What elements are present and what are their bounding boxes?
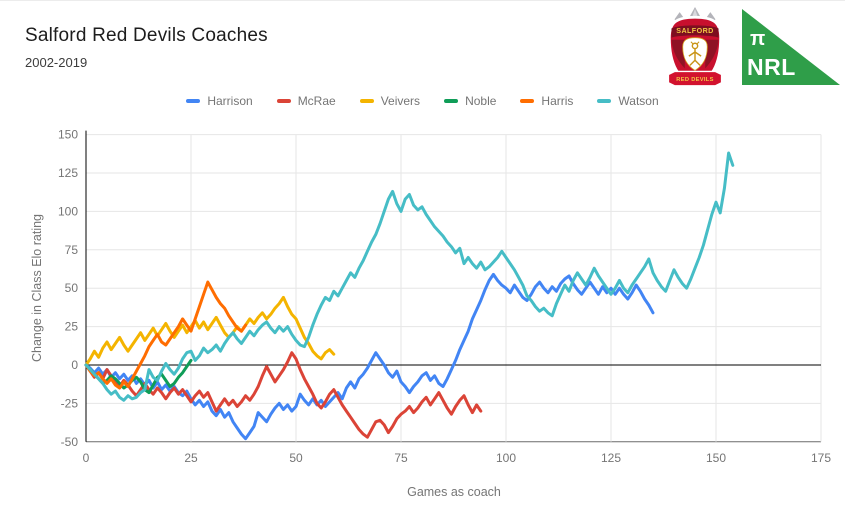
- legend-label: Harris: [541, 94, 574, 108]
- legend-item-harris: Harris: [520, 94, 573, 108]
- chart-series: [84, 151, 735, 441]
- series-line-harrison: [84, 272, 655, 441]
- legend-item-noble: Noble: [444, 94, 496, 108]
- y-tick-label: 125: [58, 166, 78, 180]
- y-tick-label: -25: [61, 396, 79, 410]
- nrl-triangle: [742, 9, 840, 85]
- x-tick-label: 100: [496, 451, 516, 465]
- x-tick-label: 50: [289, 451, 303, 465]
- legend-label: Harrison: [207, 94, 253, 108]
- x-axis-title: Games as coach: [407, 485, 501, 499]
- legend-label: Veivers: [380, 94, 421, 108]
- x-tick-label: 125: [601, 451, 621, 465]
- y-tick-label: 50: [65, 281, 79, 295]
- crest-devil-figure: [688, 41, 702, 66]
- page-title: Salford Red Devils Coaches: [25, 25, 268, 46]
- legend-item-watson: Watson: [597, 94, 659, 108]
- nrl-pi-icon: π: [750, 28, 765, 50]
- legend-label: McRae: [297, 94, 336, 108]
- page-subtitle: 2002-2019: [25, 55, 88, 70]
- y-tick-label: 75: [65, 243, 79, 257]
- salford-crest-logo: SALFORD RED DEVILS: [667, 7, 723, 90]
- legend-item-veivers: Veivers: [359, 94, 421, 108]
- legend-label: Noble: [465, 94, 497, 108]
- x-tick-label: 75: [394, 451, 408, 465]
- series-line-watson: [84, 151, 735, 402]
- crest-ribbon: RED DEVILS: [667, 70, 723, 87]
- legend-item-harrison: Harrison: [186, 94, 253, 108]
- x-tick-label: 150: [706, 451, 726, 465]
- legend-swatch-icon: [359, 99, 374, 103]
- x-tick-label: 25: [184, 451, 198, 465]
- y-tick-label: 0: [71, 358, 78, 372]
- y-tick-label: -50: [61, 435, 79, 449]
- series-line-mcrae: [84, 351, 483, 439]
- legend-swatch-icon: [597, 99, 612, 103]
- legend-label: Watson: [618, 94, 659, 108]
- legend-swatch-icon: [186, 99, 201, 103]
- legend-swatch-icon: [444, 99, 459, 103]
- legend-item-mcrae: McRae: [276, 94, 336, 108]
- legend-swatch-icon: [520, 99, 535, 103]
- series-line-veivers: [84, 295, 336, 367]
- y-axis-title: Change in Class Elo rating: [30, 214, 44, 362]
- x-tick-label: 0: [83, 451, 90, 465]
- x-tick-label: 175: [811, 451, 831, 465]
- legend-swatch-icon: [276, 99, 291, 103]
- crest-bottom-text: RED DEVILS: [676, 77, 713, 83]
- axis-tick-labels: -50 -25 0 25 50 75 100 125 150 0 25 50 75 100 125 150 17…: [58, 128, 831, 465]
- nrl-triangle-logo: π NRL: [742, 9, 840, 85]
- series-line-harris: [84, 280, 248, 390]
- chart-legend: Harrison McRae Veivers Noble Harris Watson: [0, 93, 845, 109]
- nrl-label: NRL: [747, 54, 796, 80]
- y-tick-label: 25: [65, 320, 79, 334]
- y-tick-label: 150: [58, 128, 78, 142]
- y-tick-label: 100: [58, 204, 78, 218]
- crest-top-text: SALFORD: [676, 27, 713, 35]
